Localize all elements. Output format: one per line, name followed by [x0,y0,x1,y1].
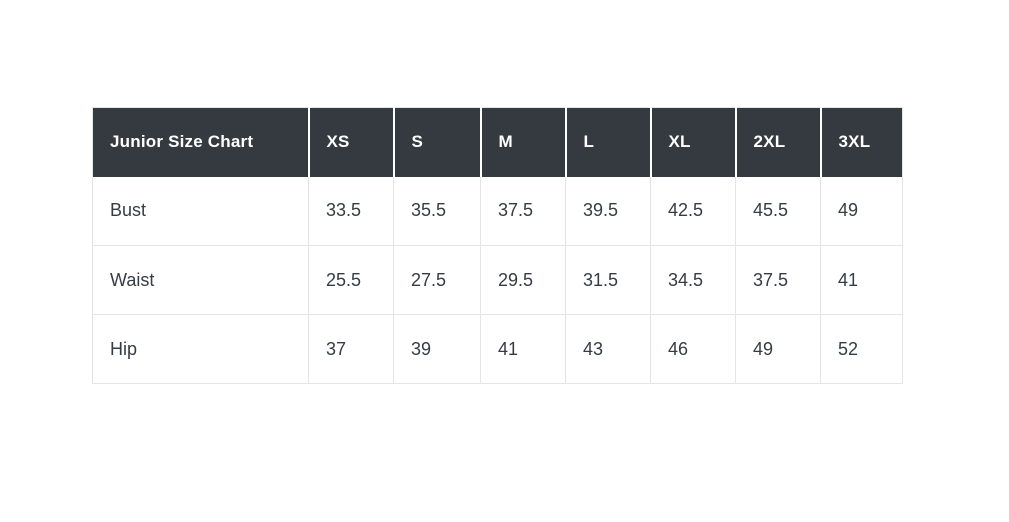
cell-waist-l: 31.5 [565,245,651,315]
cell-hip-xs: 37 [308,314,394,384]
cell-bust-m: 37.5 [480,176,566,246]
cell-waist-s: 27.5 [393,245,481,315]
cell-bust-l: 39.5 [565,176,651,246]
table-row-bust: Bust 33.5 35.5 37.5 39.5 42.5 45.5 49 [92,176,903,246]
cell-waist-2xl: 37.5 [735,245,821,315]
column-header-l: L [565,107,652,177]
cell-waist-xs: 25.5 [308,245,394,315]
row-label-hip: Hip [92,314,309,384]
column-header-3xl: 3XL [820,107,903,177]
row-label-bust: Bust [92,176,309,246]
cell-bust-s: 35.5 [393,176,481,246]
cell-bust-xl: 42.5 [650,176,736,246]
cell-hip-l: 43 [565,314,651,384]
table-row-hip: Hip 37 39 41 43 46 49 52 [92,314,903,384]
column-header-2xl: 2XL [735,107,822,177]
cell-bust-xs: 33.5 [308,176,394,246]
header-row: Junior Size Chart XS S M L XL 2XL 3XL [92,107,903,177]
cell-bust-3xl: 49 [820,176,903,246]
column-header-s: S [393,107,482,177]
cell-waist-xl: 34.5 [650,245,736,315]
cell-bust-2xl: 45.5 [735,176,821,246]
column-header-m: M [480,107,567,177]
cell-hip-m: 41 [480,314,566,384]
cell-hip-s: 39 [393,314,481,384]
table-title: Junior Size Chart [92,107,310,177]
column-header-xl: XL [650,107,737,177]
row-label-waist: Waist [92,245,309,315]
cell-hip-3xl: 52 [820,314,903,384]
column-header-xs: XS [308,107,395,177]
junior-size-chart-table: Junior Size Chart XS S M L XL 2XL 3XL Bu… [92,107,903,384]
table-row-waist: Waist 25.5 27.5 29.5 31.5 34.5 37.5 41 [92,245,903,315]
cell-waist-3xl: 41 [820,245,903,315]
cell-waist-m: 29.5 [480,245,566,315]
cell-hip-2xl: 49 [735,314,821,384]
cell-hip-xl: 46 [650,314,736,384]
